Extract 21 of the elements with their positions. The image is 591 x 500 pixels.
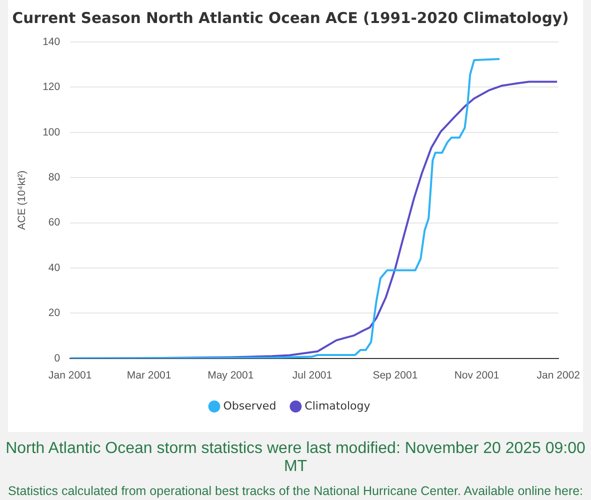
x-tick-label: Jan 2001: [48, 370, 92, 382]
y-tick-label: 0: [54, 352, 60, 364]
y-tick-label: 40: [48, 262, 60, 274]
text: North Atlantic Ocean storm statistics were last modified: November 20 2025 09:00 MT: [4, 440, 586, 476]
y-tick-label: 20: [48, 307, 60, 320]
y-tick-label: 120: [42, 81, 60, 94]
y-tick-label: 60: [48, 216, 60, 229]
x-tick-label: May 2001: [208, 370, 254, 382]
y-tick-label: 100: [42, 126, 60, 138]
x-tick-label: Nov 2001: [454, 370, 500, 382]
text: Statistics calculated from operational best tracks of the National Hurricane Center. Available online here:: [6, 484, 584, 498]
x-tick-label: Jan 2002: [536, 370, 580, 382]
chart-title: Current Season North Atlantic Ocean ACE (1991-2020 Climatology): [12, 8, 569, 27]
y-tick-label: 140: [42, 36, 60, 48]
x-tick-label: Sep 2001: [372, 370, 418, 382]
x-tick-label: Mar 2001: [126, 370, 172, 382]
legend-label: Climatology: [304, 399, 371, 412]
y-tick-label: 80: [48, 171, 60, 184]
legend-label: Observed: [223, 399, 276, 412]
x-tick-label: Jul 2001: [292, 370, 332, 382]
y-axis-title: ACE (10⁴kt²): [16, 170, 28, 230]
